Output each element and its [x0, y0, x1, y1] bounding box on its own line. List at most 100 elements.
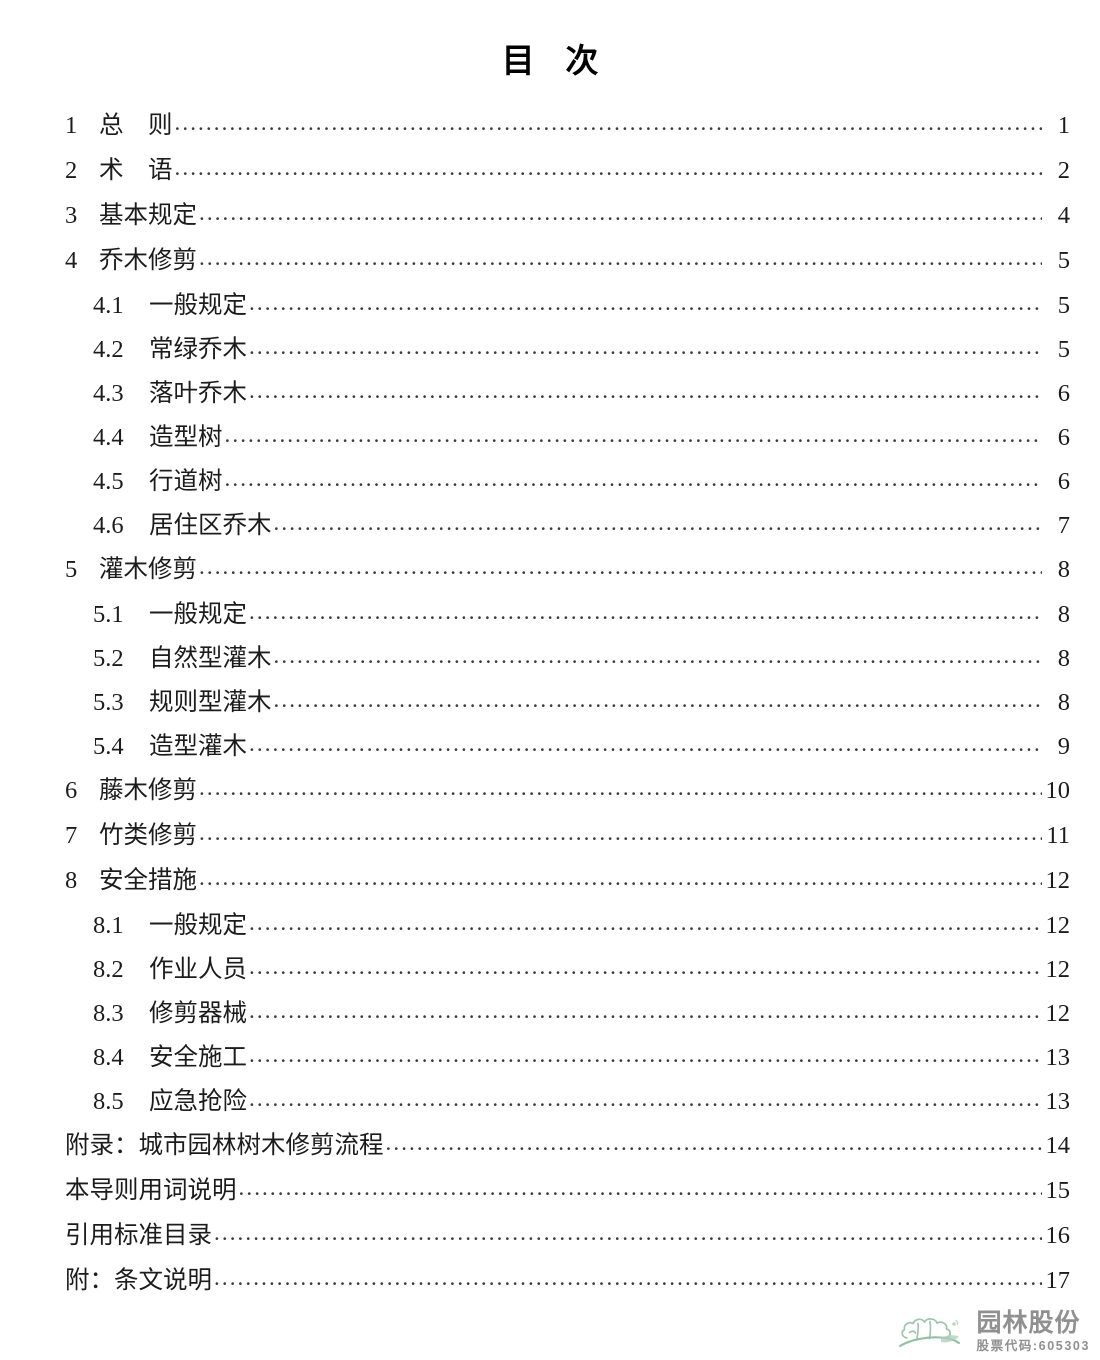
toc-entry-label: 安全施工 — [149, 1043, 247, 1071]
toc-entry-page-number: 17 — [1045, 1266, 1071, 1294]
toc-entry-label: 造型树 — [149, 423, 223, 451]
toc-entry[interactable]: 8.5 应急抢险 13 — [0, 1084, 1100, 1128]
toc-entry-label: 安全措施 — [99, 866, 197, 894]
toc-dot-leader — [175, 108, 1043, 133]
toc-entry-label: 乔木修剪 — [99, 246, 197, 274]
toc-entry-page-number: 13 — [1045, 1087, 1071, 1115]
toc-entry[interactable]: 7 竹类修剪 11 — [0, 818, 1100, 863]
toc-entry[interactable]: 5.3 规则型灌木 8 — [0, 685, 1100, 729]
toc-entry[interactable]: 8 安全措施 12 — [0, 863, 1100, 908]
toc-dot-leader — [225, 420, 1043, 445]
toc-entry[interactable]: 附：条文说明 17 — [0, 1263, 1100, 1308]
toc-entry-label: 术 语 — [99, 156, 173, 184]
toc-entry-label: 引用标准目录 — [65, 1221, 212, 1249]
toc-entry-page-number: 12 — [1045, 911, 1071, 939]
toc-entry-page-number: 12 — [1045, 955, 1071, 983]
toc-entry[interactable]: 4 乔木修剪 5 — [0, 243, 1100, 288]
company-name: 园林股份 — [976, 1308, 1081, 1337]
toc-entry-label: 落叶乔木 — [149, 379, 247, 407]
toc-entry-number: 4.6 — [93, 511, 124, 539]
toc-dot-leader — [249, 597, 1042, 622]
toc-entry-number: 4.1 — [93, 291, 124, 319]
toc-entry-label: 规则型灌木 — [149, 688, 272, 716]
toc-entry-label: 灌木修剪 — [99, 555, 197, 583]
toc-entry-number: 8.1 — [93, 911, 124, 939]
toc-entry-page-number: 12 — [1045, 999, 1071, 1027]
toc-entry-number: 5.4 — [93, 732, 124, 760]
toc-entry[interactable]: 1 总 则 1 — [0, 108, 1100, 153]
toc-entry[interactable]: 6 藤木修剪 10 — [0, 773, 1100, 818]
company-watermark: 园林股份 股票代码:605303 — [897, 1308, 1090, 1354]
toc-dot-leader — [249, 729, 1042, 754]
toc-entry[interactable]: 引用标准目录 16 — [0, 1218, 1100, 1263]
toc-entry-page-number: 6 — [1057, 423, 1070, 451]
toc-entry[interactable]: 5 灌木修剪 8 — [0, 552, 1100, 597]
toc-entry-page-number: 16 — [1045, 1221, 1071, 1249]
toc-entry-label: 竹类修剪 — [99, 821, 197, 849]
toc-entry[interactable]: 8.2 作业人员 12 — [0, 952, 1100, 996]
watermark-text-block: 园林股份 股票代码:605303 — [976, 1308, 1090, 1353]
toc-entry-page-number: 1 — [1057, 111, 1070, 139]
toc-entry-page-number: 8 — [1057, 688, 1070, 716]
toc-entry[interactable]: 附录：城市园林树木修剪流程 14 — [0, 1128, 1100, 1173]
toc-entry-label: 常绿乔木 — [149, 335, 247, 363]
toc-dot-leader — [386, 1128, 1043, 1153]
toc-entry-number: 3 — [65, 201, 78, 229]
toc-dot-leader — [214, 1263, 1042, 1288]
toc-entry[interactable]: 8.3 修剪器械 12 — [0, 996, 1100, 1040]
toc-entry-label: 造型灌木 — [149, 732, 247, 760]
toc-entry-page-number: 5 — [1057, 246, 1070, 274]
toc-dot-leader — [199, 552, 1042, 577]
toc-entry-number: 8.3 — [93, 999, 124, 1027]
toc-dot-leader — [249, 1084, 1042, 1109]
toc-entry-label: 一般规定 — [149, 600, 247, 628]
toc-dot-leader — [249, 288, 1042, 313]
toc-entry[interactable]: 5.1 一般规定 8 — [0, 597, 1100, 641]
toc-entry-label: 作业人员 — [149, 955, 247, 983]
toc-dot-leader — [249, 332, 1042, 357]
toc-entry-number: 2 — [65, 156, 78, 184]
toc-entry-label: 一般规定 — [149, 911, 247, 939]
toc-entry[interactable]: 2 术 语 2 — [0, 153, 1100, 198]
toc-entry-number: 7 — [65, 821, 78, 849]
toc-entry-page-number: 11 — [1046, 821, 1070, 849]
toc-entry-page-number: 6 — [1057, 467, 1070, 495]
page-title: 目 次 — [501, 44, 610, 80]
toc-entry[interactable]: 本导则用词说明 15 — [0, 1173, 1100, 1218]
toc-dot-leader — [249, 952, 1042, 977]
toc-entry[interactable]: 8.1 一般规定 12 — [0, 908, 1100, 952]
toc-entry-number: 8.2 — [93, 955, 124, 983]
toc-entry-label: 附：条文说明 — [65, 1266, 212, 1294]
toc-entry[interactable]: 5.4 造型灌木 9 — [0, 729, 1100, 773]
toc-entry[interactable]: 4.1 一般规定 5 — [0, 288, 1100, 332]
toc-entry-number: 8.5 — [93, 1087, 124, 1115]
toc-entry-number: 6 — [65, 776, 78, 804]
toc-entry[interactable]: 4.6 居住区乔木 7 — [0, 508, 1100, 552]
toc-entry-label: 自然型灌木 — [149, 644, 272, 672]
toc-entry-page-number: 7 — [1057, 511, 1070, 539]
toc-dot-leader — [225, 464, 1043, 489]
toc-entry-label: 附录：城市园林树木修剪流程 — [65, 1131, 384, 1159]
toc-dot-leader — [274, 685, 1043, 710]
toc-dot-leader — [249, 908, 1042, 933]
toc-dot-leader — [199, 863, 1042, 888]
table-of-contents-list: 1总 则12术 语23基本规定44乔木修剪54.1一般规定54.2常绿乔木54.… — [0, 108, 1100, 1308]
toc-entry-page-number: 10 — [1045, 776, 1071, 804]
toc-dot-leader — [239, 1173, 1043, 1198]
toc-entry-label: 藤木修剪 — [99, 776, 197, 804]
toc-entry-number: 5 — [65, 555, 78, 583]
toc-entry[interactable]: 8.4 安全施工 13 — [0, 1040, 1100, 1084]
toc-entry-page-number: 4 — [1057, 201, 1070, 229]
toc-entry-label: 总 则 — [99, 111, 173, 139]
toc-entry[interactable]: 4.2 常绿乔木 5 — [0, 332, 1100, 376]
toc-entry[interactable]: 4.3 落叶乔木 6 — [0, 376, 1100, 420]
toc-entry[interactable]: 4.5 行道树 6 — [0, 464, 1100, 508]
toc-entry-page-number: 13 — [1045, 1043, 1071, 1071]
toc-entry[interactable]: 5.2 自然型灌木 8 — [0, 641, 1100, 685]
toc-entry[interactable]: 3 基本规定 4 — [0, 198, 1100, 243]
toc-entry-number: 4.5 — [93, 467, 124, 495]
toc-entry-label: 修剪器械 — [149, 999, 247, 1027]
toc-dot-leader — [249, 1040, 1042, 1065]
toc-entry[interactable]: 4.4 造型树 6 — [0, 420, 1100, 464]
